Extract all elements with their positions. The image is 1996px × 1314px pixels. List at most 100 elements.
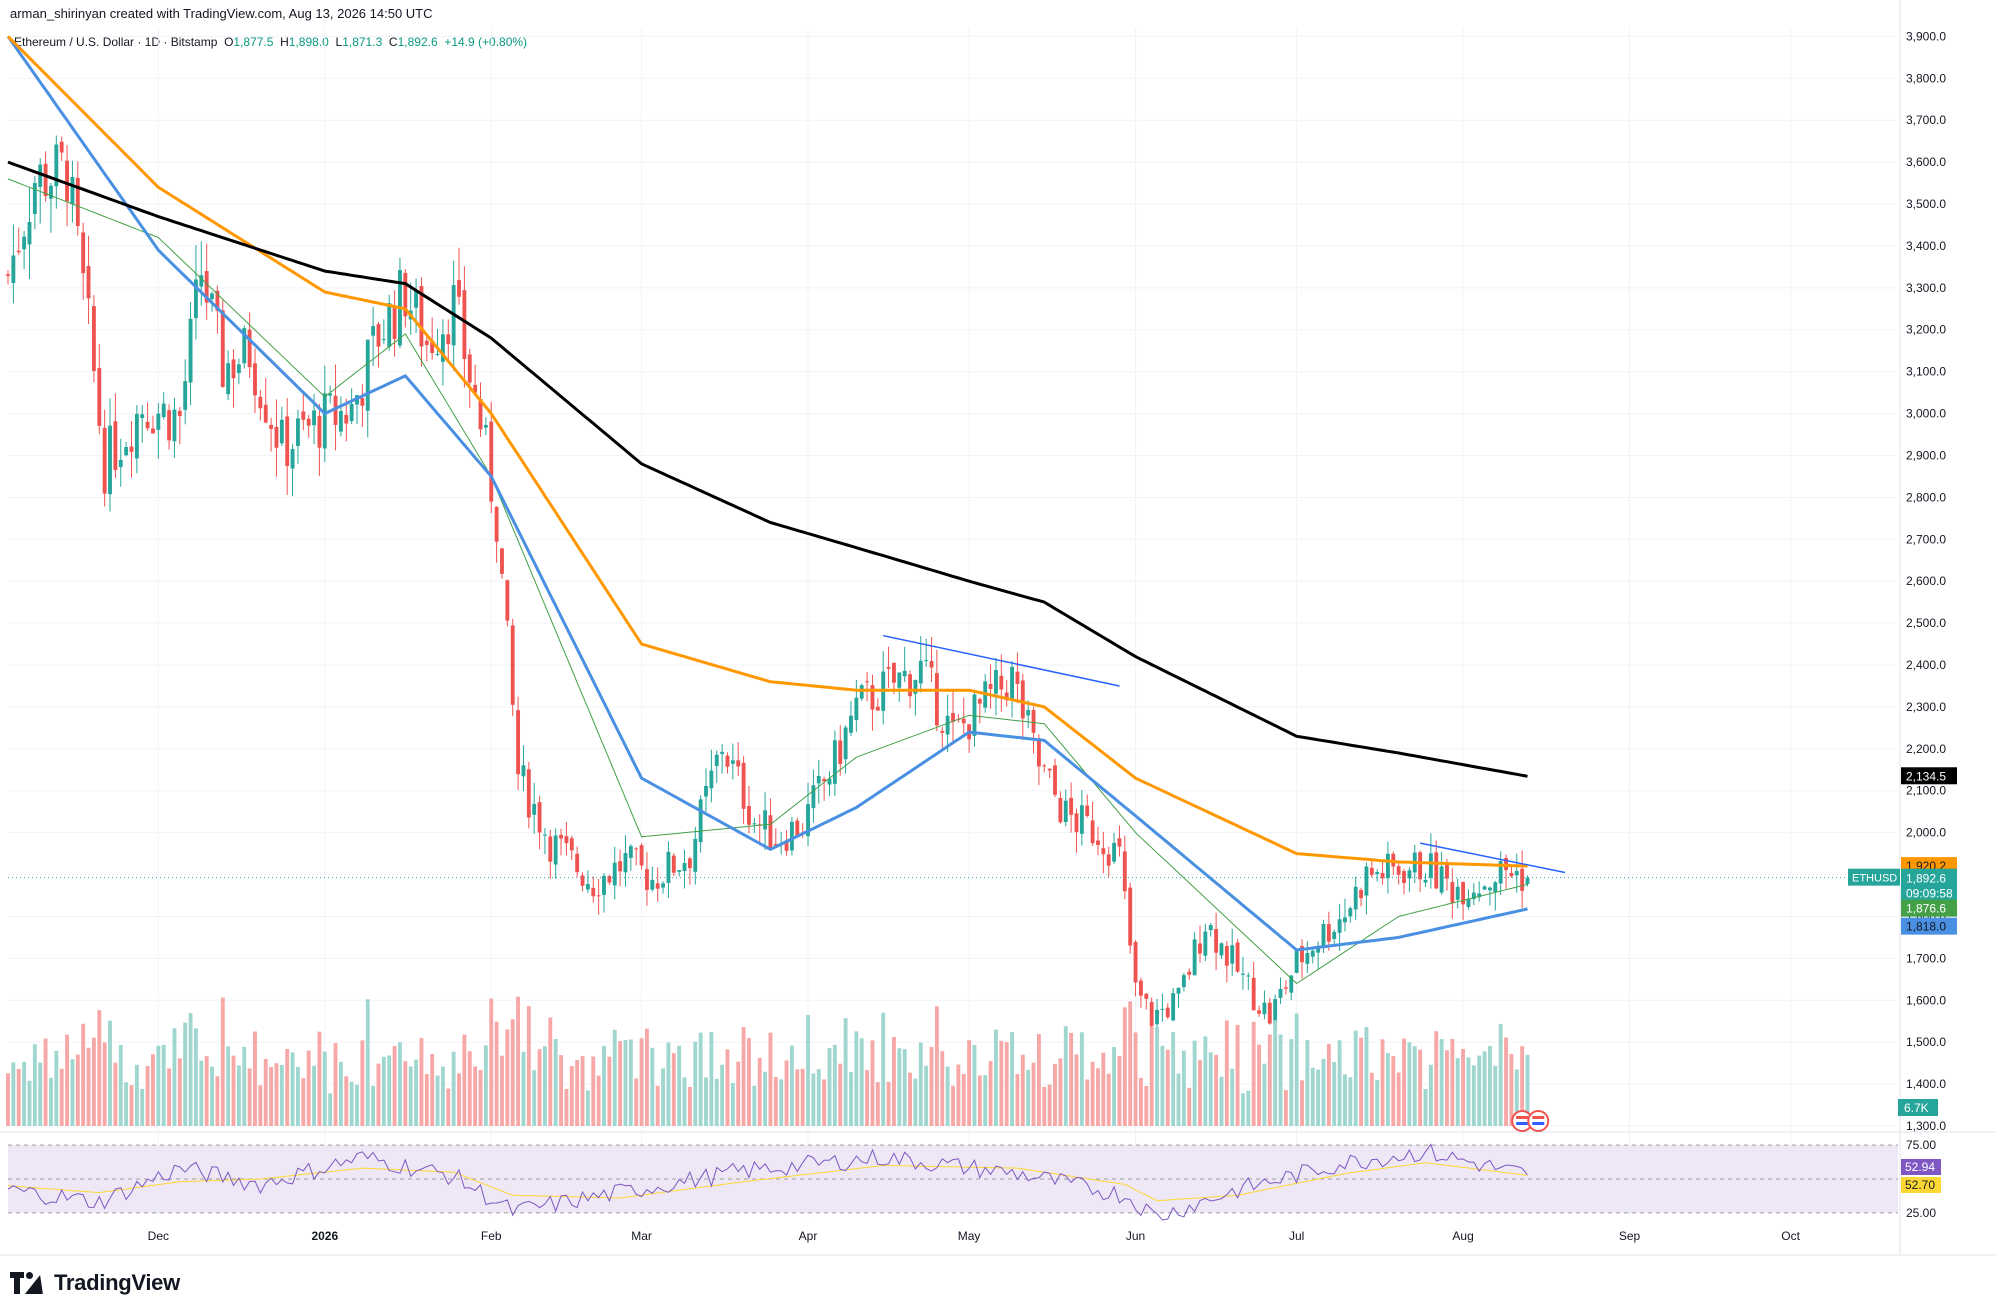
candle (569, 838, 574, 851)
volume-bar (1498, 1023, 1503, 1126)
volume-bar (1198, 1060, 1202, 1126)
upper-trendline-spring[interactable] (883, 634, 1120, 687)
volume-bar (113, 1062, 118, 1126)
volume-bar (709, 1032, 714, 1126)
volume-bar (1176, 1073, 1181, 1126)
candle (296, 418, 300, 446)
candle (924, 660, 929, 662)
tradingview-logo[interactable]: TradingView (10, 1270, 180, 1296)
volume-bar (886, 1081, 891, 1126)
volume-bar (451, 1051, 456, 1126)
candle (618, 861, 623, 872)
symbol-tag-text: ETHUSD (1852, 873, 1897, 885)
volume-bar (328, 1093, 333, 1126)
candle (43, 163, 48, 197)
candle (371, 325, 376, 336)
us-event-flag-icon[interactable] (1527, 1110, 1550, 1132)
candle (768, 815, 773, 849)
candle (65, 160, 69, 202)
volume-bar (338, 1061, 343, 1126)
candle (1128, 887, 1133, 946)
candle (859, 685, 864, 699)
candle (843, 727, 848, 760)
change-value: +14.9 (+0.80%) (444, 35, 528, 49)
candle (500, 548, 504, 574)
y-tick-label: 3,400.0 (1906, 239, 1946, 253)
candle (118, 459, 123, 468)
x-tick-label: Sep (1619, 1229, 1641, 1243)
volume-bar (49, 1077, 53, 1126)
x-tick-label: Apr (799, 1229, 818, 1243)
candle (145, 421, 150, 429)
candle (1461, 882, 1466, 905)
volume-bar (403, 1061, 408, 1126)
volume-bar (1047, 1084, 1052, 1126)
volume-bar (548, 1017, 553, 1126)
y-tick-label: 3,700.0 (1906, 113, 1946, 127)
volume-bar (1149, 1026, 1154, 1126)
volume-bar (161, 1044, 166, 1126)
candle (1482, 886, 1487, 890)
candle (929, 661, 934, 668)
volume-bar (1106, 1073, 1111, 1126)
y-tick-label: 3,100.0 (1906, 365, 1946, 379)
candle (634, 848, 639, 850)
ma50-label-box (1901, 917, 1957, 935)
volume-bar (913, 1078, 918, 1126)
volume-bar (129, 1085, 134, 1126)
ma100-line (6, 35, 1528, 868)
volume-bar (1385, 1053, 1390, 1126)
volume-bar (301, 1078, 306, 1126)
volume-bar (822, 1079, 827, 1126)
candle (392, 307, 397, 339)
candle (763, 810, 768, 830)
volume-bar (687, 1086, 692, 1126)
y-tick-label: 3,500.0 (1906, 197, 1946, 211)
x-tick-label: Mar (631, 1229, 652, 1243)
volume-bar (779, 1079, 784, 1126)
candle (687, 858, 692, 869)
volume-bar (54, 1050, 59, 1126)
volume-bar (580, 1056, 585, 1126)
candle (832, 740, 837, 784)
candle (312, 410, 316, 426)
candle (580, 875, 585, 886)
candle (108, 425, 112, 495)
symbol-name[interactable]: Ethereum / U.S. Dollar · 1D · Bitstamp (14, 35, 218, 49)
volume-bar (317, 1031, 322, 1126)
close-value: 1,892.6 (397, 35, 438, 49)
candle (1181, 975, 1186, 988)
volume-bar (902, 1049, 907, 1126)
rsi-line (7, 1143, 1528, 1221)
volume-bar (419, 1038, 424, 1126)
volume-bar (1101, 1052, 1106, 1126)
candle (1235, 942, 1240, 972)
volume-bar (967, 1040, 972, 1126)
candle (575, 853, 580, 873)
candle (988, 684, 993, 689)
candle (231, 359, 236, 379)
ma200-label: 2,134.5 (1906, 769, 1946, 783)
volume-bar (655, 1085, 660, 1126)
candle (1402, 871, 1406, 884)
candle (553, 835, 558, 865)
candle (161, 403, 166, 418)
candle (1010, 666, 1014, 699)
volume-bar (1343, 1074, 1347, 1126)
us-event-flag-stripe (1532, 1116, 1545, 1119)
volume-bar (247, 1068, 252, 1126)
candle (440, 334, 445, 362)
candle (1477, 893, 1482, 898)
candle (1117, 838, 1122, 847)
candle (816, 775, 821, 784)
candle (994, 670, 998, 694)
upper-trendline-summer[interactable] (1419, 842, 1566, 874)
candle (645, 869, 649, 890)
volume-bar (156, 1045, 161, 1126)
candle (1020, 680, 1025, 719)
volume-bar (1219, 1076, 1224, 1126)
volume-bar (1348, 1077, 1353, 1126)
volume-bar (253, 1031, 257, 1126)
volume-bar (865, 1070, 870, 1126)
